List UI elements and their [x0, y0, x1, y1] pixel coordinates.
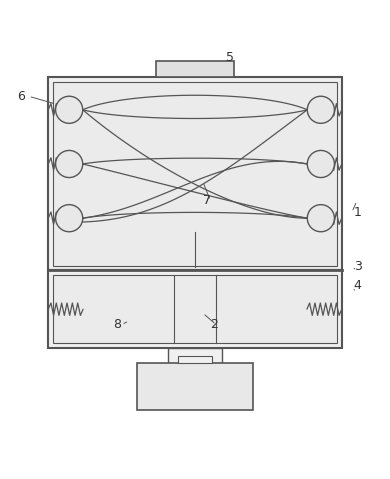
- Text: 6: 6: [17, 90, 25, 103]
- Circle shape: [307, 96, 334, 123]
- Text: 8: 8: [113, 318, 122, 331]
- Bar: [168, 348, 222, 379]
- Circle shape: [307, 150, 334, 178]
- Text: 7: 7: [203, 194, 211, 207]
- Bar: [156, 61, 234, 77]
- Bar: [48, 271, 342, 348]
- Circle shape: [56, 205, 83, 232]
- Bar: [137, 364, 253, 410]
- Circle shape: [307, 205, 334, 232]
- Bar: [177, 356, 213, 364]
- Bar: [48, 77, 342, 271]
- Circle shape: [56, 150, 83, 178]
- Text: 3: 3: [354, 260, 362, 273]
- Text: 2: 2: [211, 318, 218, 331]
- Text: 1: 1: [354, 206, 362, 219]
- Circle shape: [56, 96, 83, 123]
- Text: 4: 4: [354, 279, 362, 293]
- Text: 5: 5: [226, 51, 234, 64]
- Bar: [53, 275, 337, 343]
- Bar: [53, 81, 337, 266]
